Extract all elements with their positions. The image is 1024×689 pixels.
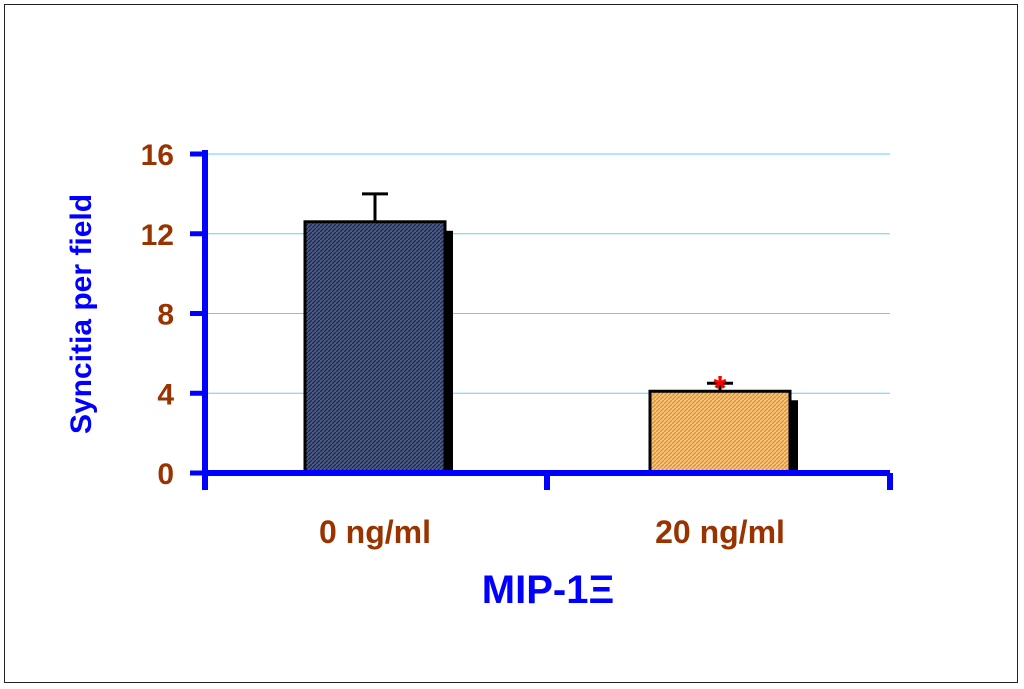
x-axis-title: MIP-1Ξ [482, 568, 614, 612]
y-axis-title: Syncitia per field [65, 194, 98, 434]
x-tick-label-0: 0 ng/ml [319, 514, 431, 550]
axes [202, 150, 893, 490]
bars: * [303, 192, 798, 475]
y-tick-label-3: 12 [141, 219, 174, 252]
y-tick-label-1: 4 [157, 378, 174, 411]
y-ticks: 0 4 8 12 16 [141, 139, 205, 491]
bar-0 [303, 220, 447, 475]
y-tick-label-0: 0 [157, 458, 174, 491]
significance-marker-1: * [713, 369, 727, 407]
chart-frame [4, 4, 1018, 683]
x-tick-label-1: 20 ng/ml [655, 514, 785, 550]
y-tick-label-2: 8 [157, 299, 174, 332]
y-tick-label-4: 16 [141, 139, 174, 172]
bar-1 [648, 389, 792, 475]
